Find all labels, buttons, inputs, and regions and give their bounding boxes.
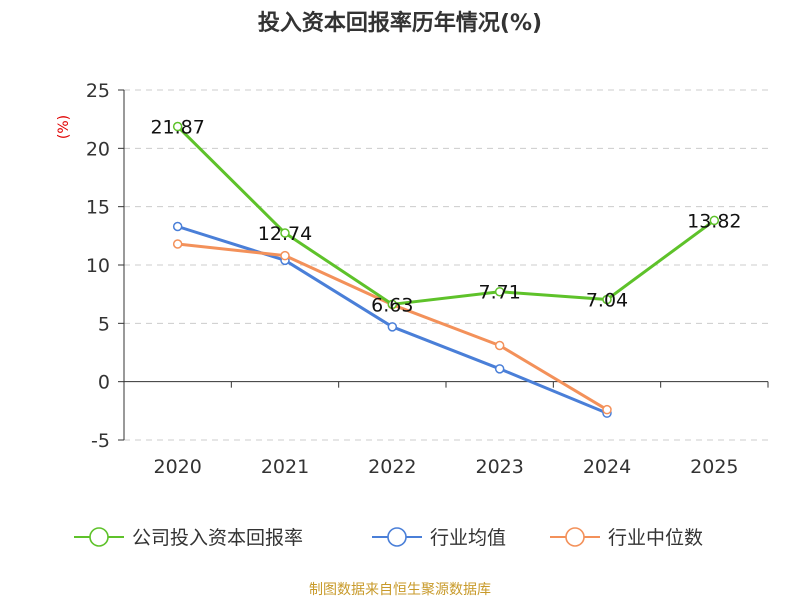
x-tick-label: 2022 xyxy=(368,456,416,478)
x-tick-label: 2025 xyxy=(690,456,738,478)
y-tick-label: 10 xyxy=(86,255,110,277)
data-point[interactable] xyxy=(709,215,720,226)
data-point[interactable] xyxy=(602,404,612,415)
data-point[interactable] xyxy=(387,299,398,310)
data-label: 13.82 xyxy=(687,210,741,232)
grid-lines xyxy=(124,89,768,441)
legend-swatch-marker xyxy=(565,527,585,547)
x-tick-label: 2024 xyxy=(583,456,631,478)
x-tick-label: 2021 xyxy=(261,456,309,478)
y-tick-label: 5 xyxy=(98,313,110,335)
data-label: 21.87 xyxy=(150,117,204,139)
y-tick-label: 0 xyxy=(98,372,110,394)
data-point[interactable] xyxy=(280,228,290,238)
data-point[interactable] xyxy=(387,322,398,332)
x-tick-label: 2020 xyxy=(153,456,201,478)
data-label: 7.71 xyxy=(479,282,521,304)
data-label: 12.74 xyxy=(258,223,312,245)
legend-swatch-marker xyxy=(387,527,407,547)
data-point[interactable] xyxy=(172,221,183,232)
data-labels: 21.87 12.74 6.63 7.71 7.04 13.82 xyxy=(150,117,741,317)
data-point[interactable] xyxy=(494,364,505,374)
axes: 25 20 15 10 5 0 -5 2020 2021 2022 2023 2024 2025 xyxy=(86,80,769,478)
data-point[interactable] xyxy=(494,286,505,297)
series-group xyxy=(172,121,720,418)
y-tick-label: 20 xyxy=(86,138,110,160)
data-label: 7.04 xyxy=(586,290,628,312)
data-label: 6.63 xyxy=(371,294,413,316)
y-tick-label: 25 xyxy=(86,80,110,102)
legend-swatch-marker xyxy=(89,527,109,547)
series-line xyxy=(177,225,608,415)
source-note: 制图数据来自恒生聚源数据库 xyxy=(309,582,491,598)
legend-label: 公司投入资本回报率 xyxy=(132,527,303,549)
legend-item[interactable]: 行业均值 xyxy=(372,527,506,549)
legend[interactable]: 公司投入资本回报率 行业均值 行业中位数 xyxy=(74,527,703,549)
data-point[interactable] xyxy=(602,294,612,305)
chart-title: 投入资本回报率历年情况(%) xyxy=(258,10,542,36)
data-point[interactable] xyxy=(172,121,183,132)
y-tick-label: 15 xyxy=(86,197,110,219)
data-point[interactable] xyxy=(494,340,505,351)
legend-label: 行业中位数 xyxy=(608,527,703,549)
y-tick-label: -5 xyxy=(91,430,110,452)
data-point[interactable] xyxy=(172,239,183,249)
x-tick-label: 2023 xyxy=(475,456,523,478)
legend-item[interactable]: 公司投入资本回报率 xyxy=(74,527,303,549)
y-axis-label: (%) xyxy=(56,115,72,139)
legend-label: 行业均值 xyxy=(430,527,506,549)
series-line xyxy=(176,125,716,306)
data-point[interactable] xyxy=(280,250,290,261)
legend-item[interactable]: 行业中位数 xyxy=(550,527,703,549)
